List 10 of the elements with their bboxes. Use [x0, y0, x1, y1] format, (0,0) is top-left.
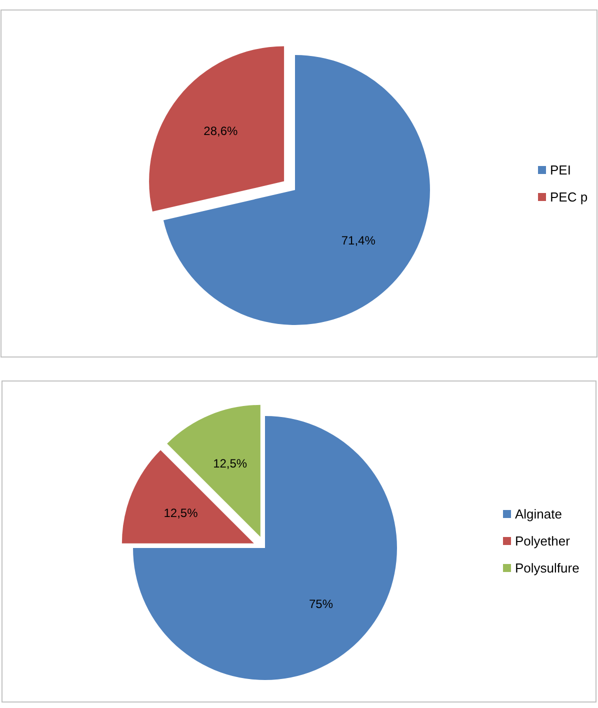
- legend-label: PEC p: [550, 190, 588, 204]
- data-label: 28,6%: [204, 124, 238, 138]
- legend-label: Polysulfure: [515, 560, 580, 576]
- legend-label: Alginate: [515, 506, 562, 522]
- data-label: 75%: [308, 597, 334, 612]
- data-label: 12,5%: [213, 456, 248, 471]
- data-label: 12,5%: [164, 506, 198, 520]
- data-label: 71,4%: [341, 233, 376, 248]
- legend-label: Polyether: [515, 534, 571, 548]
- legend-label: PEI: [550, 162, 571, 178]
